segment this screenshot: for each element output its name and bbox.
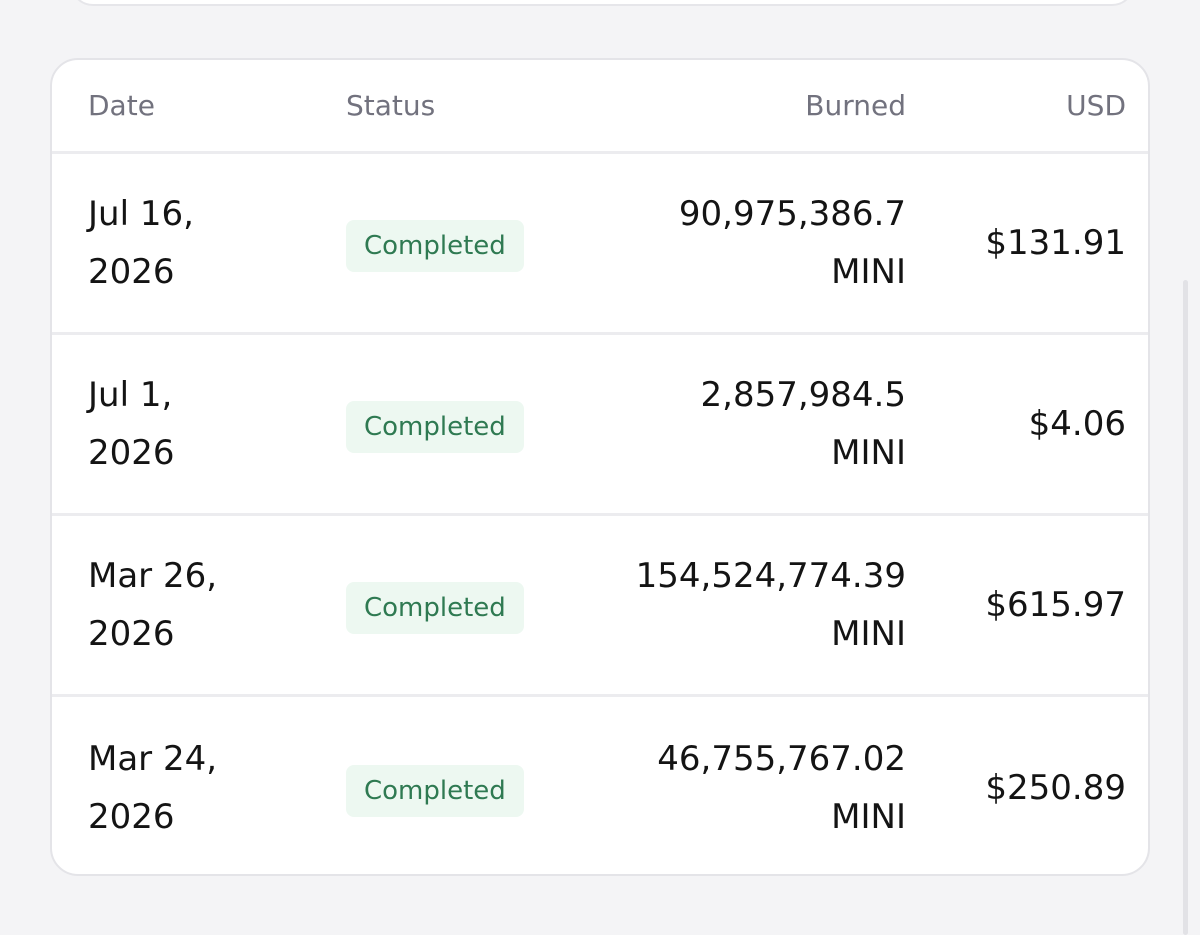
usd-value: $4.06	[1028, 404, 1126, 444]
date-cell: Mar 24, 2026	[52, 730, 346, 846]
table-row: Mar 24, 2026 Completed 46,755,767.02 MINI $…	[52, 697, 1148, 874]
status-cell: Completed	[346, 395, 556, 453]
column-header: Date	[88, 89, 155, 122]
burn-table: Date Status Burned USD Jul 16, 2026 Completed…	[50, 58, 1150, 876]
burned-amount: 2,857,984.5 MINI	[700, 375, 906, 473]
status-cell: Completed	[346, 576, 556, 634]
usd-value: $615.97	[985, 585, 1126, 625]
status-badge: Completed	[346, 401, 524, 453]
date: Jul 1, 2026	[88, 375, 175, 473]
status-cell: Completed	[346, 759, 556, 817]
usd-value: $131.91	[985, 223, 1126, 263]
burned-amount: 154,524,774.39 MINI	[635, 556, 906, 654]
status-badge: Completed	[346, 764, 524, 817]
status-badge: Completed	[346, 582, 524, 634]
date-cell: Mar 26, 2026	[52, 547, 346, 663]
table-row: Mar 26, 2026 Completed 154,524,774.39 MINI…	[52, 516, 1148, 697]
column-header: Status	[346, 89, 436, 122]
date: Mar 26, 2026	[88, 556, 218, 654]
date-cell: Jul 16, 2026	[52, 185, 346, 301]
burned-cell: 90,975,386.7 MINI	[556, 185, 906, 301]
burned-amount: 90,975,386.7 MINI	[678, 194, 906, 292]
burned-cell: 2,857,984.5 MINI	[556, 366, 906, 482]
date: Jul 16, 2026	[88, 194, 194, 292]
column-header: USD	[1066, 89, 1126, 122]
usd-value: $250.89	[985, 767, 1126, 808]
scrollbar	[1183, 280, 1188, 935]
status-cell: Completed	[346, 214, 556, 272]
table-row: Jul 1, 2026 Completed 2,857,984.5 MINI $4.0…	[52, 335, 1148, 516]
burned-cell: 154,524,774.39 MINI	[556, 547, 906, 663]
burned-cell: 46,755,767.02 MINI	[556, 730, 906, 846]
header-row: Date Status Burned USD	[52, 60, 1148, 154]
previous-card	[70, 0, 1135, 6]
column-header: Burned	[805, 89, 906, 122]
table-row: Jul 16, 2026 Completed 90,975,386.7 MINI $1…	[52, 154, 1148, 335]
status-badge: Completed	[346, 220, 524, 272]
burned-amount: 46,755,767.02 MINI	[657, 738, 906, 837]
date-cell: Jul 1, 2026	[52, 366, 346, 482]
date: Mar 24, 2026	[88, 738, 218, 837]
